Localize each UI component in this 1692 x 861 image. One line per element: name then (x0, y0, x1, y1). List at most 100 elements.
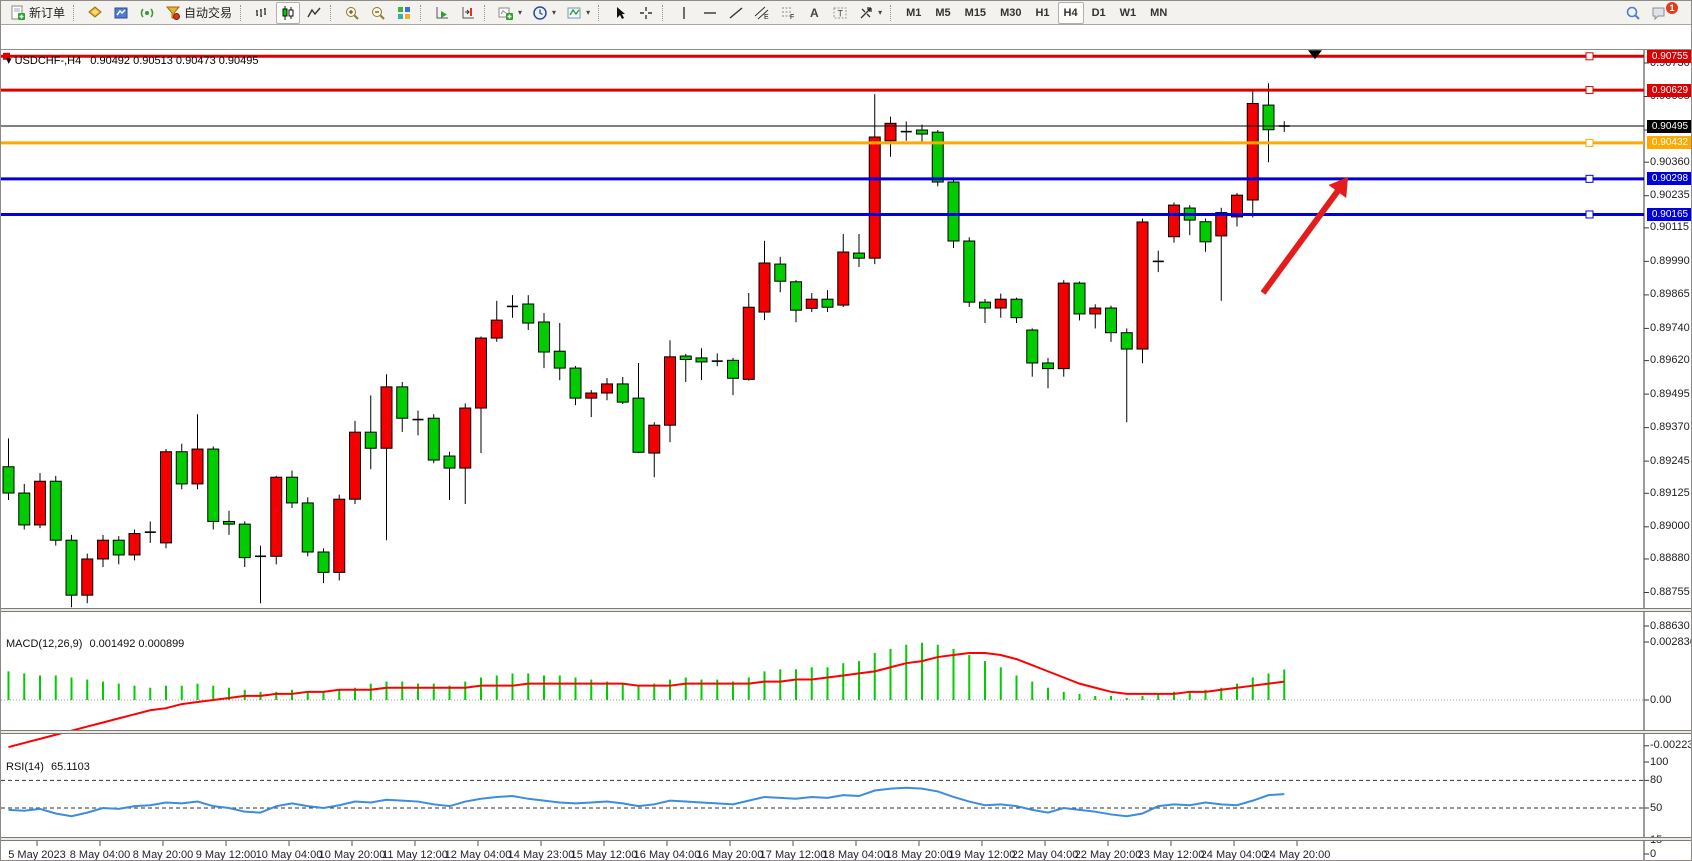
candle (223, 510, 235, 535)
crosshair-button[interactable] (634, 2, 658, 24)
periods-button[interactable]: ▾ (528, 2, 560, 24)
candle (1168, 202, 1180, 243)
trendline-icon (728, 5, 744, 21)
data-window-button[interactable] (109, 2, 133, 24)
time-tick-label: 22 May 20:00 (1074, 849, 1142, 861)
svg-text:A: A (810, 6, 819, 20)
candle (1057, 280, 1070, 377)
price-tick-label: 0.88630 (1650, 619, 1690, 632)
auto-scroll-button[interactable] (430, 2, 454, 24)
horizontal-line-button[interactable] (698, 2, 722, 24)
market-watch-button[interactable] (83, 2, 107, 24)
trend-arrow-annotation[interactable] (1260, 177, 1348, 295)
candle (1152, 250, 1164, 273)
dropdown-caret-icon[interactable]: ▾ (552, 8, 557, 17)
macd-panel-resize-handle[interactable] (1, 608, 1691, 612)
text-button[interactable]: A (802, 2, 826, 24)
timeframe-label: D1 (1091, 6, 1106, 19)
new-order-button[interactable]: 新订单 (6, 2, 69, 24)
line-anchor-marker[interactable] (1308, 50, 1322, 60)
candle (868, 94, 881, 265)
candle (916, 124, 928, 144)
chart-area[interactable]: ▾ USDCHF-,H4 0.90492 0.90513 0.90473 0.9… (1, 25, 1691, 861)
vertical-line-button[interactable] (672, 2, 696, 24)
candle (396, 382, 409, 432)
cursor-button[interactable] (608, 2, 632, 24)
candle (1278, 121, 1290, 132)
candlestick-mode-button[interactable] (276, 1, 301, 24)
trendline-button[interactable] (724, 2, 748, 24)
zoom-in-button[interactable] (340, 2, 364, 24)
candle (947, 178, 960, 248)
timeframe-d1-button[interactable]: D1 (1086, 2, 1112, 24)
timeframe-label: MN (1150, 6, 1168, 19)
auto-trading-button[interactable]: 自动交易 (161, 2, 236, 24)
funnel-icon (165, 5, 181, 21)
pivot-price-tag: 0.90432 (1647, 136, 1691, 150)
fibonacci-button[interactable]: F (776, 2, 800, 24)
candle (853, 234, 865, 268)
new-order-icon (10, 5, 26, 21)
indicators-button[interactable]: ▾ (494, 2, 526, 24)
timeframe-h1-button[interactable]: H1 (1029, 2, 1055, 24)
price-tick-label: 0.88755 (1650, 585, 1690, 598)
channel-button[interactable]: E (750, 2, 774, 24)
candle (1199, 218, 1212, 252)
rsi-panel-resize-handle[interactable] (1, 730, 1691, 734)
macd-axis-label: -0.002239 (1650, 739, 1691, 752)
candle (1042, 357, 1054, 389)
dropdown-caret-icon[interactable]: ▾ (586, 8, 591, 17)
channel-icon: E (754, 5, 770, 21)
candle (333, 494, 346, 581)
timeframe-w1-button[interactable]: W1 (1114, 2, 1143, 24)
zoom-out-button[interactable] (366, 2, 390, 24)
rsi-label: RSI(14) 65.1103 (6, 761, 90, 773)
macd-axis-label: 0.00 (1650, 693, 1672, 706)
chart-symbol-period: USDCHF-,H4 (14, 55, 82, 67)
timeframe-m30-button[interactable]: M30 (994, 2, 1027, 24)
candle (412, 410, 424, 436)
support-line[interactable] (1, 210, 1644, 219)
toolbar-right-group: 1 (1620, 1, 1687, 24)
candle (664, 340, 676, 443)
pivot-line[interactable] (1, 138, 1644, 147)
search-button[interactable] (1621, 2, 1645, 24)
signals-button[interactable] (135, 2, 159, 24)
candle (1136, 218, 1149, 364)
tile-windows-button[interactable] (392, 2, 416, 24)
timeframe-m15-button[interactable]: M15 (959, 2, 992, 24)
candle (679, 353, 692, 383)
support-line[interactable] (1, 174, 1644, 183)
timeframe-m5-button[interactable]: M5 (929, 2, 956, 24)
bar-chart-mode-button[interactable] (250, 2, 274, 24)
chart-shift-button[interactable] (456, 2, 480, 24)
notifications-button[interactable]: 1 (1647, 1, 1686, 24)
time-tick-label: 23 May 12:00 (1137, 849, 1205, 861)
price-tick-label: 0.89865 (1650, 288, 1690, 301)
timeframe-m1-button[interactable]: M1 (900, 2, 927, 24)
line-chart-mode-button[interactable] (302, 2, 326, 24)
chat-icon (1651, 5, 1667, 21)
text-label-button[interactable]: T (828, 2, 852, 24)
rsi-axis-label: 50 (1650, 802, 1663, 814)
candle (49, 475, 62, 546)
dropdown-caret-icon[interactable]: ▾ (878, 8, 883, 17)
support-price-tag: 0.90298 (1647, 172, 1691, 186)
candle (112, 536, 125, 565)
candle (349, 420, 361, 505)
arrows-button[interactable]: ▾ (854, 2, 886, 24)
timeframe-mn-button[interactable]: MN (1144, 2, 1173, 24)
vline-icon (676, 5, 692, 21)
crosshair-icon (638, 5, 654, 21)
candle (1010, 297, 1023, 324)
bars-icon (254, 5, 270, 21)
candle (18, 483, 31, 530)
dropdown-caret-icon[interactable]: ▾ (518, 8, 523, 17)
templates-button[interactable]: ▾ (562, 2, 594, 24)
candle (459, 403, 472, 505)
resistance-line[interactable] (1, 86, 1644, 95)
time-tick-label: 24 May 04:00 (1200, 849, 1268, 861)
timeframe-h4-button[interactable]: H4 (1057, 1, 1084, 24)
candle (1073, 281, 1086, 321)
